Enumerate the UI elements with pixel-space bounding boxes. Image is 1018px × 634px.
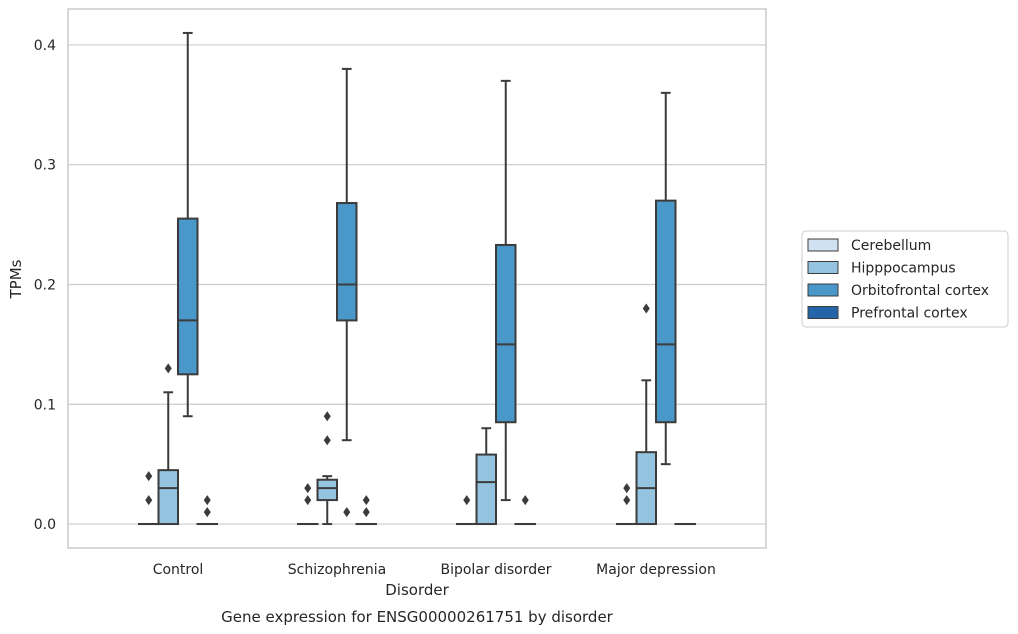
y-tick-label: 0.4 (34, 38, 56, 54)
ticks-layer: 0.0 0.1 0.2 0.3 0.4 Control Schizophrenia Bipol… (34, 38, 716, 578)
box-orbitofrontal-cortex (655, 91, 677, 466)
box-hipppocampus (635, 303, 657, 526)
y-tick-label: 0.3 (34, 158, 56, 174)
flier-point (323, 411, 331, 422)
box-body (495, 243, 517, 424)
legend-swatch (807, 261, 839, 274)
chart-caption: Gene expression for ENSG00000261751 by d… (221, 608, 614, 626)
flier-point (362, 495, 370, 506)
flier-point (203, 495, 211, 506)
box-orbitofrontal-cortex (177, 31, 199, 418)
flier-point (623, 495, 631, 506)
box-cerebellum (456, 495, 478, 526)
box-prefrontal-cortex (514, 495, 536, 526)
legend: Cerebellum Hipppocampus Orbitofrontal cort… (801, 230, 1009, 328)
box-body (475, 453, 497, 526)
flier-point (164, 363, 172, 374)
flier-point (145, 495, 153, 506)
x-tick-label: Bipolar disorder (440, 562, 551, 578)
box-body (655, 199, 677, 424)
y-tick-label: 0.2 (34, 277, 56, 293)
x-tick-label: Control (153, 562, 204, 578)
legend-swatch (807, 306, 839, 319)
box-body (177, 217, 199, 376)
legend-swatch (807, 238, 839, 252)
flier-point (145, 471, 153, 482)
flier-point (304, 483, 312, 494)
flier-point (343, 507, 351, 518)
flier-point (642, 303, 650, 314)
boxes-layer (138, 31, 696, 526)
flier-point (623, 483, 631, 494)
flier-point (304, 495, 312, 506)
legend-label: Prefrontal cortex (851, 306, 968, 322)
box-prefrontal-cortex (355, 495, 377, 526)
box-cerebellum (297, 483, 319, 526)
legend-swatch (807, 283, 839, 297)
y-tick-label: 0.1 (34, 397, 56, 413)
legend-label: Cerebellum (851, 238, 931, 254)
legend-label: Hipppocampus (851, 261, 956, 277)
box-hipppocampus (157, 363, 179, 526)
flier-point (323, 435, 331, 446)
box-hipppocampus (316, 411, 338, 526)
flier-point (521, 495, 529, 506)
x-tick-label: Schizophrenia (288, 562, 386, 578)
x-axis-title: Disorder (385, 581, 449, 599)
flier-point (203, 507, 211, 518)
flier-point (362, 507, 370, 518)
x-tick-label: Major depression (596, 562, 716, 578)
box-body (316, 478, 338, 502)
box-cerebellum (616, 483, 638, 526)
box-orbitofrontal-cortex (336, 67, 358, 518)
box-cerebellum (138, 471, 160, 526)
legend-frame (801, 230, 1009, 328)
box-hipppocampus (475, 427, 497, 526)
box-body (157, 469, 179, 526)
box-body (336, 202, 358, 322)
box-prefrontal-cortex (196, 495, 218, 526)
plot-frame (67, 8, 767, 549)
box-orbitofrontal-cortex (495, 79, 517, 502)
flier-point (463, 495, 471, 506)
y-tick-label: 0.0 (34, 517, 56, 533)
legend-label: Orbitofrontal cortex (851, 283, 989, 299)
y-axis-title: TPMs (7, 259, 25, 299)
